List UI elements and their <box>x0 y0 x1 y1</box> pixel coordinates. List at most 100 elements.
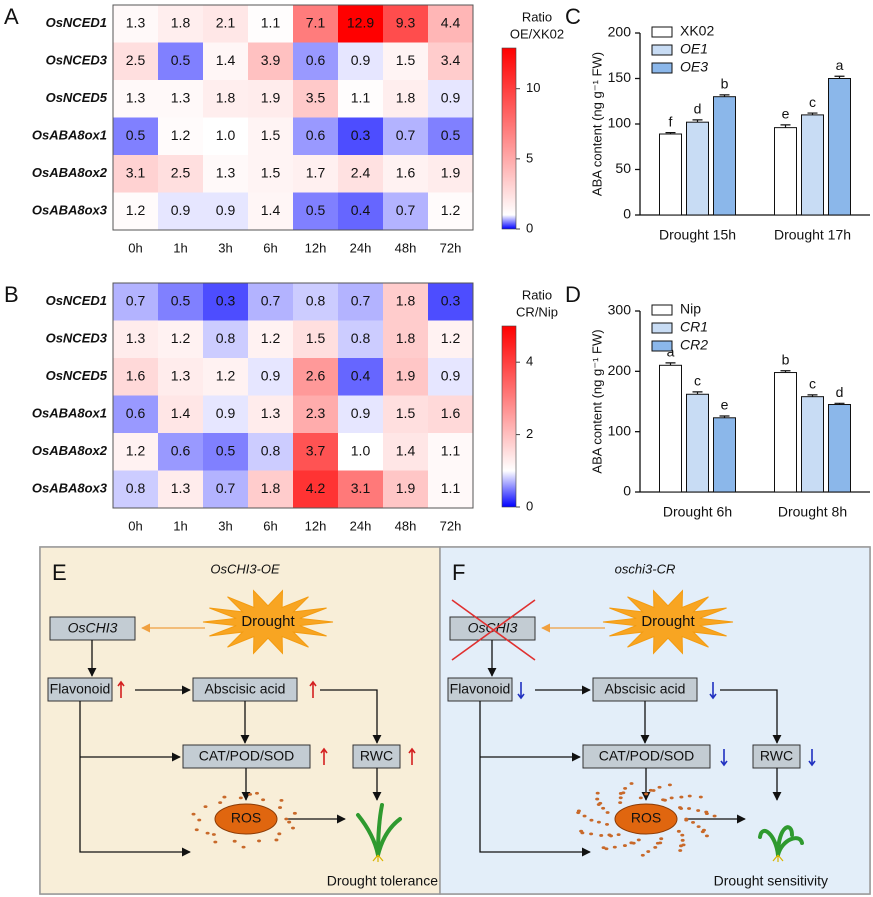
cell-label: 0.8 <box>351 330 371 346</box>
bar <box>828 404 851 493</box>
ros-dot <box>254 791 259 795</box>
y-tick-label: 0 <box>623 206 631 222</box>
cell-label: 0.9 <box>351 52 371 68</box>
heat-cell <box>338 117 383 155</box>
significance-letter: e <box>721 397 729 413</box>
heat-cell <box>113 192 158 230</box>
legend-swatch <box>651 26 673 38</box>
heat-cell <box>293 283 338 321</box>
heat-cell <box>248 358 293 396</box>
panel-label: B <box>4 282 19 307</box>
significance-letter: e <box>782 106 790 122</box>
heat-cell <box>383 358 428 396</box>
cell-label: 2.3 <box>306 405 326 421</box>
heat-cell <box>428 283 473 321</box>
cell-label: 0.5 <box>171 292 191 308</box>
colorbar-tick-label: 2 <box>526 426 533 441</box>
cell-label: 0.9 <box>216 405 236 421</box>
cell-label: 0.9 <box>351 405 371 421</box>
ros-dot <box>679 807 684 810</box>
bar <box>686 121 709 216</box>
cell-label: 12.9 <box>347 14 374 30</box>
heat-cell <box>248 80 293 118</box>
significance-letter: a <box>667 344 675 360</box>
cell-label: 1.5 <box>396 52 416 68</box>
ros-dot <box>607 833 612 837</box>
cell-label: 0.4 <box>351 367 371 383</box>
cell-label: 1.2 <box>171 330 191 346</box>
heat-cell <box>338 433 383 471</box>
heat-cell <box>293 320 338 358</box>
heat-cell <box>338 80 383 118</box>
heat-cell <box>428 155 473 193</box>
colorbar-tick-label: 5 <box>526 150 533 165</box>
ros-dot <box>279 798 284 802</box>
heat-cell <box>113 42 158 80</box>
arrow <box>720 689 782 744</box>
y-tick-label: 50 <box>615 160 631 176</box>
ros-dot <box>257 839 262 843</box>
ros-dot <box>691 820 696 824</box>
node-label: ROS <box>631 810 661 826</box>
ros-dot <box>197 818 202 822</box>
ros-dot <box>213 840 218 844</box>
cell-label: 0.8 <box>126 480 146 496</box>
heat-cell <box>428 470 473 508</box>
panel-label: A <box>4 4 19 29</box>
row-label: OsNCED3 <box>46 53 108 68</box>
error-bar <box>692 119 703 123</box>
arrow <box>479 701 591 857</box>
drought-star <box>202 589 334 655</box>
ros-dot <box>292 811 297 815</box>
ros-dot <box>680 833 685 837</box>
heat-cell <box>293 42 338 80</box>
significance-letter: c <box>809 94 816 110</box>
node-label: RWC <box>360 748 393 764</box>
colorbar-title: CR/Nip <box>516 304 558 319</box>
cell-label: 1.3 <box>171 480 191 496</box>
heat-cell <box>293 117 338 155</box>
arrow <box>79 701 191 857</box>
cell-label: 0.8 <box>306 292 326 308</box>
x-tick-label: 72h <box>440 518 462 533</box>
heat-cell <box>338 470 383 508</box>
x-tick-label: 24h <box>350 240 372 255</box>
heat-cell <box>113 320 158 358</box>
bar <box>713 417 736 493</box>
ros-dot <box>601 846 606 850</box>
colorbar <box>501 325 517 508</box>
cell-label: 1.9 <box>396 480 416 496</box>
ros-dot <box>704 834 709 838</box>
error-bar <box>834 75 845 79</box>
error-bar <box>780 124 791 128</box>
x-tick-label: 0h <box>128 240 142 255</box>
heat-cell <box>203 192 248 230</box>
cell-label: 0.5 <box>171 52 191 68</box>
cell-label: 2.5 <box>126 52 146 68</box>
x-tick-label: Drought 8h <box>778 504 847 520</box>
cell-label: 0.7 <box>396 202 416 218</box>
ros-dot <box>618 796 623 800</box>
ros-dot <box>598 801 603 805</box>
row-label: OsNCED1 <box>46 293 107 308</box>
cell-label: 2.1 <box>216 14 236 30</box>
cell-label: 0.3 <box>216 292 236 308</box>
ros-dot <box>640 853 645 857</box>
ros-dot <box>659 837 664 841</box>
cell-label: 1.8 <box>261 480 281 496</box>
cell-label: 1.3 <box>126 89 146 105</box>
ros-ellipse <box>614 803 678 835</box>
legend-label: XK02 <box>680 23 714 39</box>
cell-label: 4.4 <box>441 14 461 30</box>
ros-dot <box>579 829 584 833</box>
heat-cell <box>158 5 203 43</box>
ros-dot <box>582 814 587 818</box>
heat-cell <box>428 42 473 80</box>
ros-dot <box>696 809 701 812</box>
ros-dot <box>662 798 667 802</box>
heat-cell <box>158 80 203 118</box>
cell-label: 0.8 <box>216 330 236 346</box>
heat-cell <box>383 320 428 358</box>
ros-dot <box>191 812 196 816</box>
ros-dot <box>605 811 610 814</box>
